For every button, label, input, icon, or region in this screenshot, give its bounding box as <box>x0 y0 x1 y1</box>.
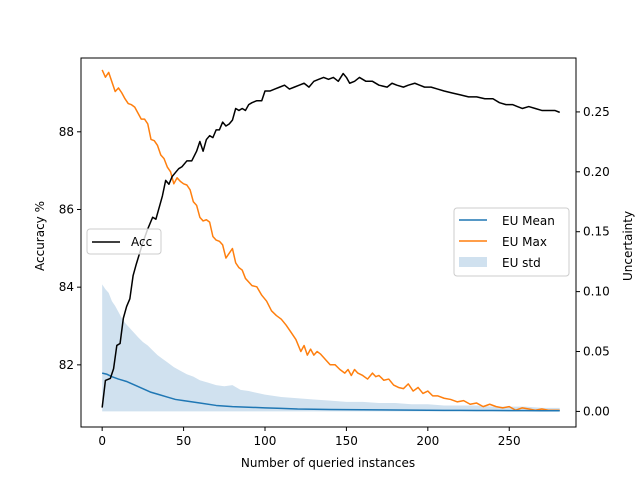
left-y-axis-label: Accuracy % <box>33 201 47 271</box>
right-y-tick-label: 0.10 <box>583 285 610 299</box>
legend-eu-mean-label: EU Mean <box>502 214 555 228</box>
eu-std-band-layer <box>102 284 560 412</box>
legend-eu-std-label: EU std <box>502 256 541 270</box>
legend-left: Acc <box>86 228 162 255</box>
series-layer <box>101 69 560 412</box>
right-y-tick-label: 0.15 <box>583 225 610 239</box>
legend-left-box <box>86 228 162 255</box>
left-y-tick-label: 86 <box>59 202 74 216</box>
x-tick-label: 50 <box>176 434 191 448</box>
acc-line <box>101 72 560 408</box>
left-y-tick-label: 84 <box>59 280 74 294</box>
right-y-axis-label: Uncertainty <box>621 211 635 281</box>
legend-right: EU Mean EU Max EU std <box>453 207 570 277</box>
left-y-tick-label: 88 <box>59 125 74 139</box>
eu-std-band <box>102 284 560 412</box>
x-axis-ticks: 0 50 100 150 200 250 <box>98 427 521 448</box>
right-y-tick-label: 0.20 <box>583 165 610 179</box>
x-axis-label: Number of queried instances <box>241 456 415 470</box>
legend-acc-label: Acc <box>131 235 152 249</box>
x-tick-label: 150 <box>335 434 358 448</box>
x-tick-label: 100 <box>254 434 277 448</box>
left-y-tick-label: 82 <box>59 358 74 372</box>
right-y-axis-ticks: 0.00 0.05 0.10 0.15 0.20 0.25 <box>576 105 610 418</box>
right-y-tick-label: 0.05 <box>583 345 610 359</box>
left-y-axis-ticks: 82 84 86 88 <box>59 125 81 372</box>
legend-eu-max-label: EU Max <box>502 235 547 249</box>
plot-frame <box>80 57 577 428</box>
right-y-tick-label: 0.25 <box>583 105 610 119</box>
x-tick-label: 250 <box>498 434 521 448</box>
eu-max-line <box>101 69 560 411</box>
right-y-tick-label: 0.00 <box>583 404 610 418</box>
eu-mean-line <box>101 372 560 412</box>
x-tick-label: 0 <box>98 434 106 448</box>
legend-eu-std-swatch <box>459 257 487 267</box>
x-tick-label: 200 <box>416 434 439 448</box>
